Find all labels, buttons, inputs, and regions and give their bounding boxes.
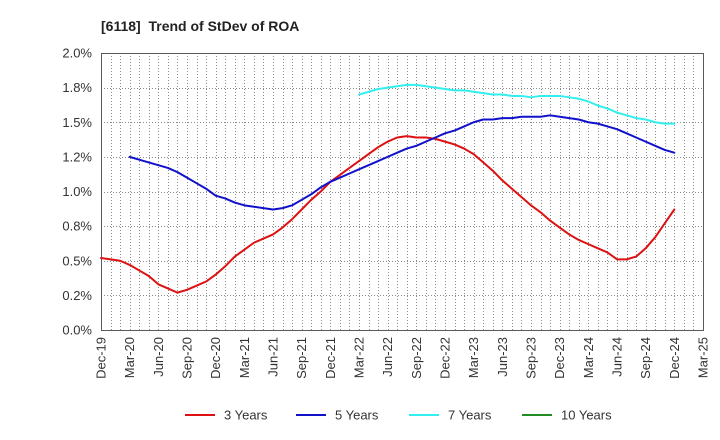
y-tick-label: 0.0% <box>62 323 92 338</box>
x-tick-label: Dec-24 <box>667 337 682 379</box>
legend: 3 Years 5 Years 7 Years 10 Years <box>185 408 612 423</box>
y-tick-label: 2.0% <box>62 46 92 61</box>
legend-item-3-years: 3 Years <box>185 408 268 423</box>
x-tick-label: Sep-22 <box>409 337 424 379</box>
x-tick-label: Mar-24 <box>581 337 596 378</box>
y-axis: 0.0% 0.2% 0.5% 0.8% 1.0% 1.2% 1.5% 1.8% 2.0% <box>62 46 92 338</box>
x-tick-label: Jun-22 <box>380 337 395 377</box>
series-line-5-years <box>128 114 676 211</box>
x-tick-label: Sep-24 <box>638 337 653 379</box>
legend-label-10-years: 10 Years <box>561 408 612 423</box>
y-tick-label: 1.0% <box>62 184 92 199</box>
y-tick-label: 0.8% <box>62 219 92 234</box>
x-tick-label: Mar-22 <box>352 337 367 378</box>
legend-item-10-years: 10 Years <box>522 408 612 423</box>
y-tick-label: 1.8% <box>62 80 92 95</box>
x-tick-label: Mar-21 <box>237 337 252 378</box>
legend-label-7-years: 7 Years <box>448 408 492 423</box>
y-tick-label: 1.5% <box>62 115 92 130</box>
grid <box>101 53 703 330</box>
legend-label-5-years: 5 Years <box>335 408 379 423</box>
x-tick-label: Jun-21 <box>266 337 281 377</box>
series-line-3-years <box>100 135 676 294</box>
x-tick-label: Jun-20 <box>151 337 166 377</box>
series-line-7-years <box>358 83 676 125</box>
x-tick-label: Sep-20 <box>180 337 195 379</box>
x-tick-label: Sep-23 <box>524 337 539 379</box>
x-axis: Dec-19 Mar-20 Jun-20 Sep-20 Dec-20 Mar-21 Jun-… <box>94 337 711 379</box>
legend-item-5-years: 5 Years <box>296 408 379 423</box>
x-tick-label: Jun-24 <box>610 337 625 377</box>
y-tick-label: 0.5% <box>62 253 92 268</box>
x-tick-label: Dec-19 <box>94 337 109 379</box>
x-tick-label: Mar-25 <box>696 337 711 378</box>
x-tick-label: Sep-21 <box>294 337 309 379</box>
x-tick-label: Mar-20 <box>122 337 137 378</box>
x-tick-label: Dec-22 <box>438 337 453 379</box>
x-tick-label: Jun-23 <box>495 337 510 377</box>
chart-title: [6118] Trend of StDev of ROA <box>101 18 299 34</box>
y-tick-label: 1.2% <box>62 149 92 164</box>
series-lines <box>100 83 676 294</box>
legend-item-7-years: 7 Years <box>409 408 492 423</box>
y-tick-label: 0.2% <box>62 288 92 303</box>
x-tick-label: Mar-23 <box>466 337 481 378</box>
x-tick-label: Dec-21 <box>323 337 338 379</box>
x-tick-label: Dec-23 <box>552 337 567 379</box>
legend-label-3-years: 3 Years <box>224 408 268 423</box>
x-tick-label: Dec-20 <box>208 337 223 379</box>
plot-frame <box>101 53 704 331</box>
